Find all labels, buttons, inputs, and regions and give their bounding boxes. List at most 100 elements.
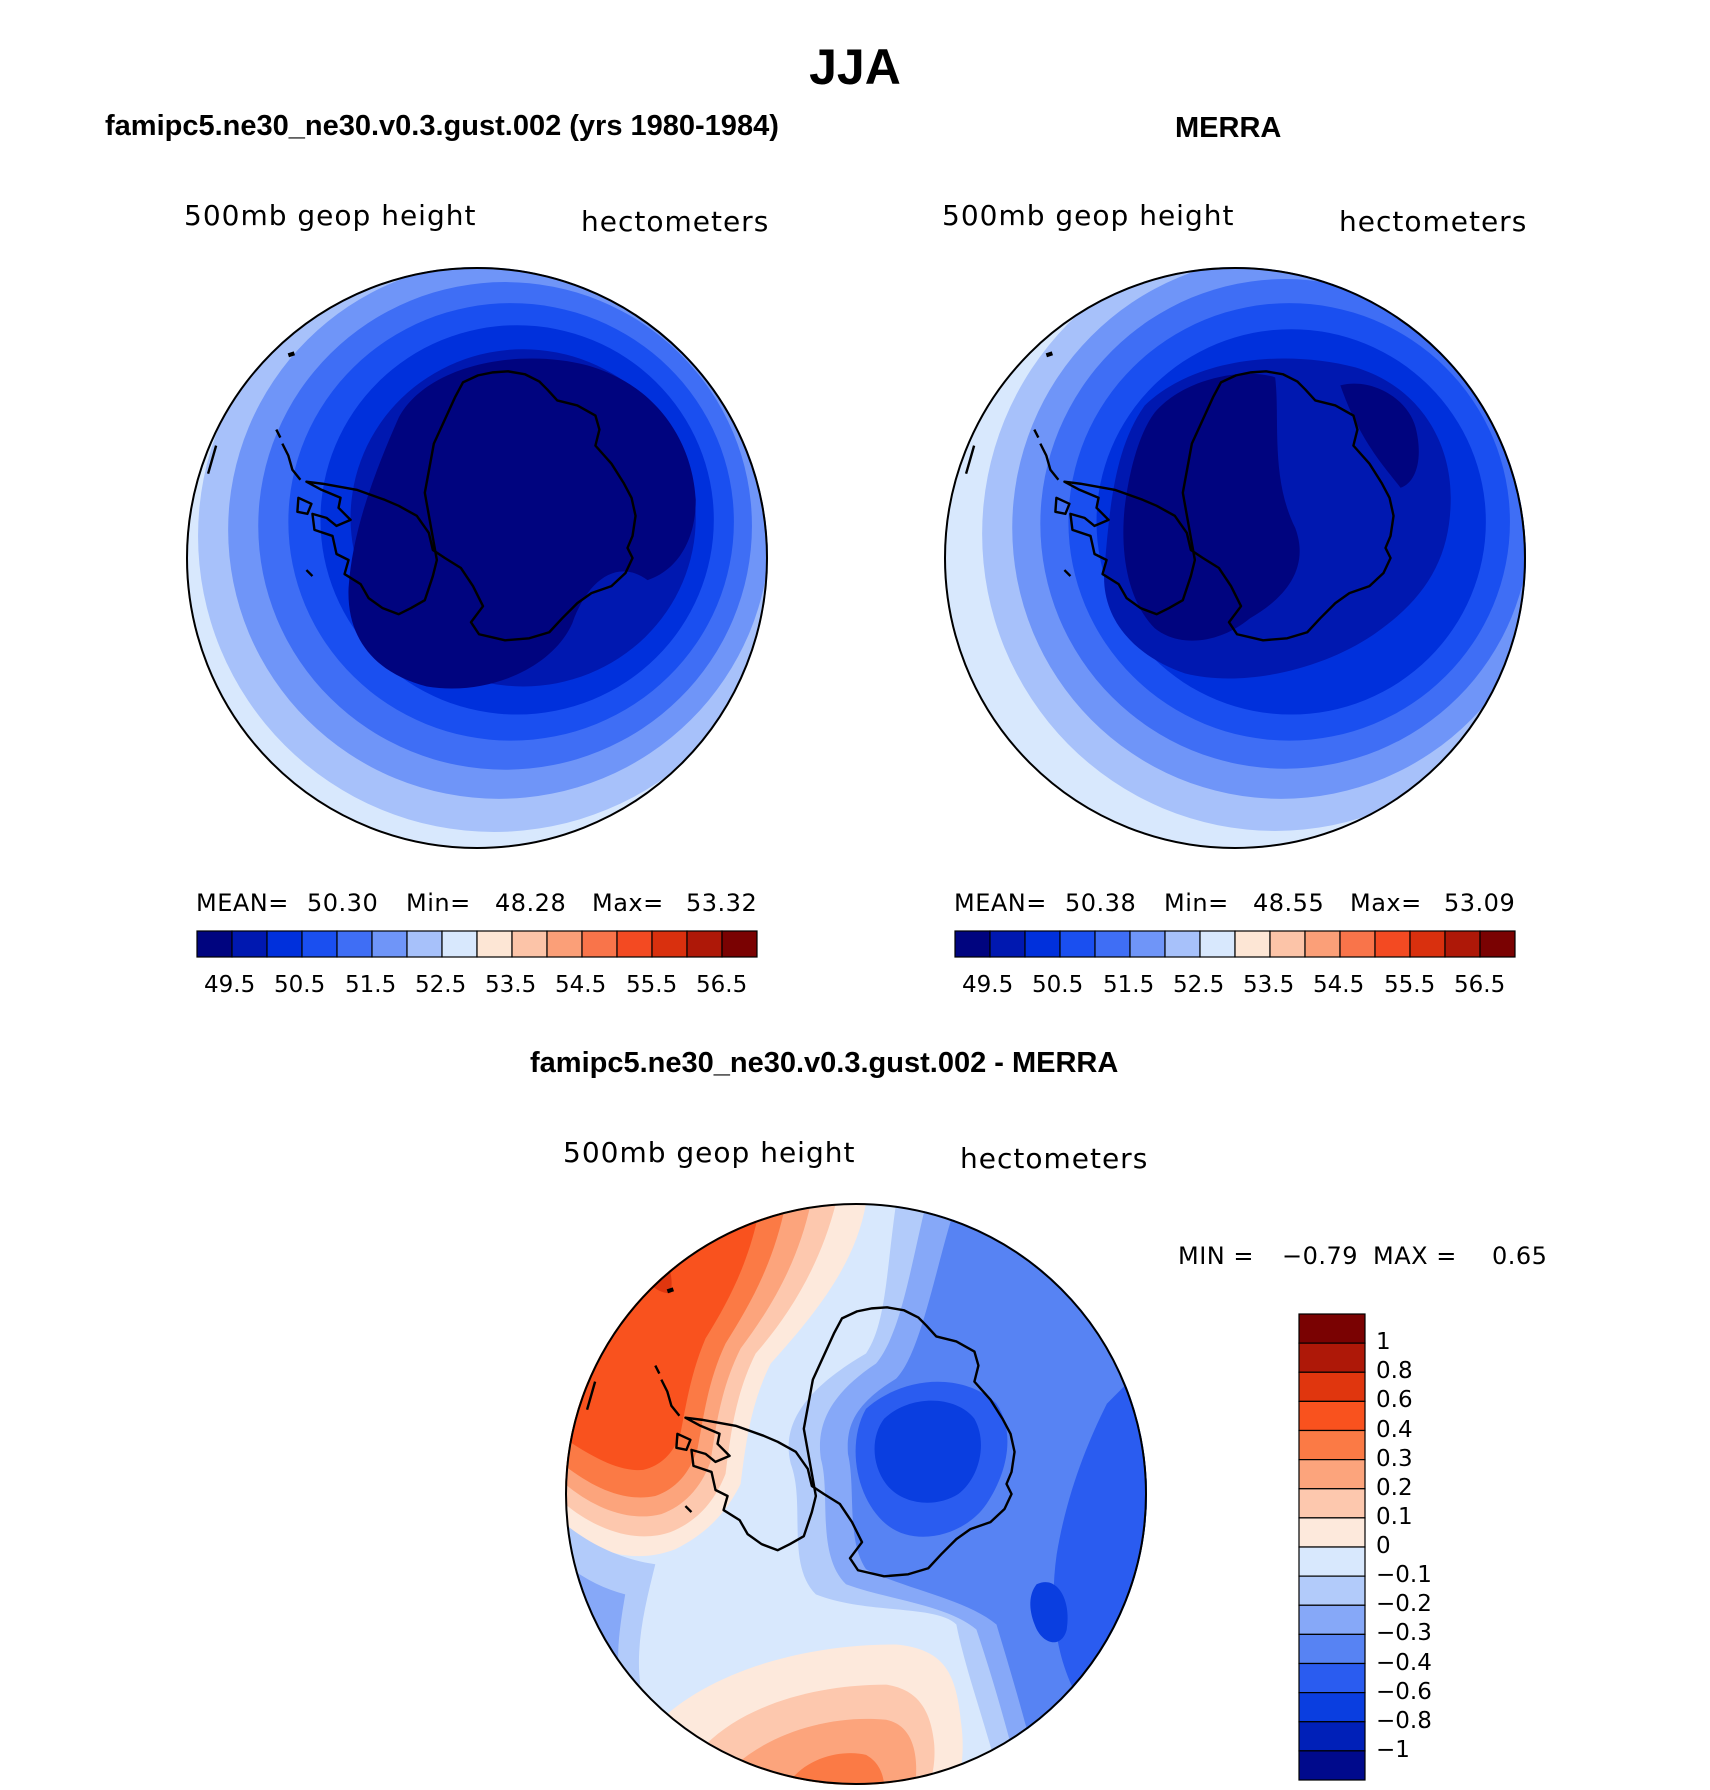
panel-1-colorbar-swatch	[196, 930, 233, 958]
panel-1-min-value: 48.28	[495, 889, 567, 917]
panel-3-colorbar-swatch	[1298, 1313, 1366, 1344]
panel-2-colorbar-tick: 49.5	[962, 972, 1014, 998]
panel-2-colorbar-swatch	[1059, 930, 1096, 958]
main-title: JJA	[809, 39, 901, 95]
panel-3-colorbar-swatch	[1298, 1692, 1366, 1723]
panel-2-colorbar-tick: 51.5	[1103, 972, 1155, 998]
panel-3-colorbar-tick: 0.2	[1376, 1474, 1413, 1501]
panel-2-colorbar-swatch	[1199, 930, 1236, 958]
panel-3-variable: 500mb geop height	[563, 1136, 856, 1169]
panel-1-colorbar-swatch	[301, 930, 338, 958]
panel-1-mean-value: 50.30	[307, 889, 379, 917]
panel-2-colorbar-tick: 52.5	[1173, 972, 1225, 998]
panel-2-colorbar	[954, 930, 1516, 958]
panel-3-map	[565, 1203, 1147, 1785]
panel-2-colorbar-swatch	[1234, 930, 1271, 958]
panel-1-colorbar-tick: 52.5	[415, 972, 467, 998]
panel-3-colorbar-swatch	[1298, 1721, 1366, 1752]
panel-2-mean-value: 50.38	[1065, 889, 1137, 917]
panel-1-colorbar-swatch	[336, 930, 373, 958]
panel-1-max-label: Max=	[592, 889, 664, 917]
panel-2-colorbar-tick: 50.5	[1032, 972, 1084, 998]
panel-1-colorbar-swatch	[581, 930, 618, 958]
panel-3-colorbar-swatch	[1298, 1459, 1366, 1490]
panel-2-colorbar-swatch	[1164, 930, 1201, 958]
panel-2-max-label: Max=	[1350, 889, 1422, 917]
panel-1-colorbar-tick: 55.5	[626, 972, 678, 998]
panel-3-colorbar-tick: 0.4	[1376, 1416, 1413, 1443]
panel-3-colorbar-tick: −0.8	[1376, 1707, 1432, 1734]
panel-2-max-value: 53.09	[1444, 889, 1516, 917]
panel-2-min-label: Min=	[1164, 889, 1229, 917]
panel-2-colorbar-tick: 54.5	[1313, 972, 1365, 998]
panel-3-colorbar-swatch	[1298, 1604, 1366, 1635]
panel-2-colorbar-swatch	[1304, 930, 1341, 958]
panel-1-colorbar-swatch	[266, 930, 303, 958]
panel-3-colorbar-tick: 0.3	[1376, 1445, 1413, 1472]
panel-2-colorbar-tick: 55.5	[1384, 972, 1436, 998]
panel-2-colorbar-swatch	[954, 930, 991, 958]
panel-2-colorbar-swatch	[1269, 930, 1306, 958]
panel-3-title: famipc5.ne30_ne30.v0.3.gust.002 - MERRA	[530, 1047, 1119, 1079]
panel-3-colorbar-tick: 1	[1376, 1329, 1391, 1356]
panel-3-colorbar-swatch	[1298, 1575, 1366, 1606]
panel-3-min-value: −0.79	[1282, 1242, 1359, 1270]
panel-2-colorbar-swatch	[1479, 930, 1516, 958]
panel-3-units: hectometers	[960, 1142, 1149, 1175]
panel-3-colorbar-swatch	[1298, 1633, 1366, 1665]
panel-3-colorbar-tick: −1	[1376, 1736, 1410, 1763]
panel-2-colorbar-swatch	[1409, 930, 1446, 958]
panel-1-colorbar	[196, 930, 758, 958]
panel-1-colorbar-tick: 49.5	[204, 972, 256, 998]
panel-1-map	[186, 267, 768, 849]
panel-3-max-value: 0.65	[1492, 1242, 1548, 1270]
panel-2-colorbar-swatch	[1024, 930, 1061, 958]
panel-3-colorbar-tick: −0.2	[1376, 1591, 1432, 1618]
panel-2-mean-label: MEAN=	[954, 889, 1047, 917]
panel-2-variable: 500mb geop height	[942, 199, 1235, 232]
panel-3-colorbar	[1298, 1313, 1366, 1781]
panel-3-colorbar-swatch	[1298, 1342, 1366, 1373]
panel-2-colorbar-swatch	[1129, 930, 1166, 958]
panel-1-colorbar-swatch	[441, 930, 478, 958]
panel-1-colorbar-swatch	[406, 930, 443, 958]
panel-1-max-value: 53.32	[686, 889, 758, 917]
panel-3-colorbar-tick: −0.3	[1376, 1620, 1432, 1647]
panel-1-colorbar-tick: 54.5	[555, 972, 607, 998]
panel-3-colorbar-swatch	[1298, 1429, 1366, 1461]
panel-3-colorbar-tick: −0.6	[1376, 1678, 1432, 1705]
panel-1-variable: 500mb geop height	[184, 199, 477, 232]
panel-2-colorbar-swatch	[1444, 930, 1481, 958]
panel-1-colorbar-swatch	[651, 930, 688, 958]
panel-1-colorbar-swatch	[616, 930, 653, 958]
panel-3-colorbar-swatch	[1298, 1662, 1366, 1694]
panel-3-min-label: MIN =	[1178, 1242, 1254, 1270]
panel-2-map	[944, 267, 1526, 849]
panel-1-colorbar-swatch	[546, 930, 583, 958]
panel-2-title: MERRA	[1175, 112, 1282, 144]
panel-1-colorbar-tick: 53.5	[485, 972, 537, 998]
panel-3-colorbar-tick: 0.6	[1376, 1387, 1413, 1414]
panel-3-colorbar-tick: −0.1	[1376, 1562, 1432, 1589]
panel-2-units: hectometers	[1339, 205, 1528, 238]
panel-1-colorbar-tick: 50.5	[274, 972, 326, 998]
panel-1-title: famipc5.ne30_ne30.v0.3.gust.002 (yrs 198…	[105, 110, 779, 142]
panel-3-colorbar-tick: 0	[1376, 1533, 1391, 1559]
panel-1-min-label: Min=	[406, 889, 471, 917]
panel-1-colorbar-tick: 51.5	[345, 972, 397, 998]
panel-3-colorbar-swatch	[1298, 1371, 1366, 1402]
panel-3-colorbar-swatch	[1298, 1400, 1366, 1432]
panel-3-colorbar-swatch	[1298, 1488, 1366, 1519]
panel-1-colorbar-swatch	[686, 930, 723, 958]
panel-1-colorbar-swatch	[476, 930, 513, 958]
panel-3-colorbar-swatch	[1298, 1546, 1366, 1577]
panel-2-colorbar-tick: 53.5	[1243, 972, 1295, 998]
panel-3-colorbar-swatch	[1298, 1750, 1366, 1781]
panel-2-colorbar-swatch	[1339, 930, 1376, 958]
panel-3-colorbar-swatch	[1298, 1517, 1366, 1548]
panel-2-min-value: 48.55	[1253, 889, 1325, 917]
panel-1-units: hectometers	[581, 205, 770, 238]
panel-1-mean-label: MEAN=	[196, 889, 289, 917]
panel-1-colorbar-swatch	[511, 930, 548, 958]
panel-2-colorbar-swatch	[1374, 930, 1411, 958]
